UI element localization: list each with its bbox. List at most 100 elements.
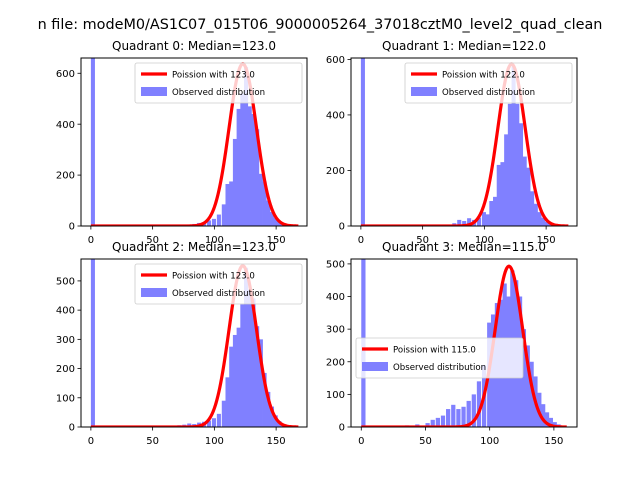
histogram-bar — [255, 129, 260, 226]
histogram-bar — [526, 167, 531, 226]
x-tick-label: 0 — [358, 436, 364, 447]
histogram-bar — [541, 404, 546, 427]
histogram-bar — [187, 423, 192, 427]
histogram-bar — [521, 329, 527, 427]
histogram-bar — [518, 123, 524, 226]
histogram-bar — [461, 406, 466, 427]
histogram-bar — [244, 66, 249, 226]
histogram-bar — [537, 212, 542, 226]
x-tick-label: 150 — [267, 436, 286, 447]
y-tick-label: 300 — [56, 335, 75, 346]
histogram-bar — [496, 164, 501, 226]
histogram-bar — [493, 196, 498, 226]
histogram-bar — [476, 381, 482, 427]
y-tick-label: 400 — [56, 120, 75, 131]
histogram-bar — [533, 203, 538, 226]
quadrant-panel-0: 0 50 100 150 0 200 400 600 Quadrant 0: Median=12… — [56, 39, 308, 246]
histogram-bar — [90, 58, 95, 226]
histogram-bar — [247, 106, 252, 226]
x-tick-label: 100 — [205, 436, 224, 447]
axes-frame — [350, 57, 578, 227]
histogram-bar — [430, 419, 435, 427]
y-tick-label: 600 — [56, 69, 75, 80]
histogram-bar — [446, 409, 451, 427]
quadrant-panel-3: 0 50 100 150 0 100 200 300 400 500 Quadrant 3: Med… — [326, 240, 578, 447]
y-tick-label: 200 — [326, 357, 345, 368]
x-tick-label: 100 — [480, 436, 499, 447]
histogram-bar — [456, 409, 461, 427]
legend-bar-swatch — [362, 362, 388, 371]
histogram-bar — [229, 181, 234, 226]
legend-label: Poission with 123.0 — [172, 71, 255, 81]
histogram-bar — [262, 372, 267, 427]
legend-label: Poission with 123.0 — [172, 272, 255, 282]
figure-suptitle: n file: modeM0/AS1C07_015T06_9000005264_… — [38, 17, 603, 33]
legend-label: Observed distribution — [172, 289, 265, 299]
histogram-bar — [515, 103, 520, 226]
legend-bar-swatch — [141, 87, 167, 96]
x-tick-label: 100 — [475, 235, 494, 246]
histogram-bar — [247, 289, 252, 427]
legend-label: Poission with 122.0 — [442, 71, 525, 81]
x-tick-label: 50 — [419, 436, 432, 447]
histogram-bar — [544, 221, 549, 226]
histogram-bar — [541, 217, 546, 226]
histogram-bar — [221, 204, 226, 226]
histogram-bar — [269, 406, 275, 427]
histogram-bar — [500, 162, 505, 226]
y-tick-label: 0 — [339, 222, 345, 233]
histogram-bar — [236, 108, 241, 226]
histogram-bar — [504, 134, 509, 226]
histogram-bar — [216, 214, 221, 226]
histogram-bar — [206, 220, 212, 226]
axes-frame — [350, 258, 578, 428]
histogram-bar — [466, 400, 471, 427]
histogram-bar — [507, 103, 512, 226]
histogram-bar — [525, 345, 530, 427]
histogram-bar — [255, 326, 260, 427]
legend-box — [134, 263, 303, 305]
histogram-bar — [476, 217, 482, 226]
histogram-bar — [457, 219, 462, 226]
legend: Poission with 115.0 Observed distribution — [355, 337, 524, 379]
histogram-bar — [273, 415, 278, 427]
x-tick-label: 50 — [146, 436, 159, 447]
histogram-bar — [262, 181, 267, 226]
histogram-bar — [216, 413, 221, 427]
histogram-bar — [221, 400, 226, 427]
y-tick-label: 600 — [326, 55, 345, 66]
histogram-bar — [251, 114, 256, 226]
x-tick-label: 50 — [416, 235, 429, 246]
histogram-bar — [258, 173, 263, 226]
histogram-bar — [269, 212, 275, 226]
histogram-bar — [266, 391, 271, 427]
histogram-bar — [211, 218, 216, 226]
quadrant-panel-2: 0 50 100 150 0 100 200 300 400 500 Quadrant 2: Med… — [56, 240, 308, 447]
histogram-bar — [440, 415, 446, 427]
histogram-bar — [273, 217, 278, 226]
histogram-bar — [251, 298, 256, 427]
histogram-bar — [485, 214, 490, 226]
histogram-bar — [471, 394, 476, 427]
histogram-bar — [548, 417, 553, 427]
y-tick-label: 100 — [56, 393, 75, 404]
y-tick-label: 300 — [326, 325, 345, 336]
legend-bar-swatch — [411, 87, 437, 96]
y-tick-label: 0 — [69, 222, 75, 233]
histogram-bar — [360, 58, 365, 226]
histogram-bar — [529, 361, 534, 427]
y-tick-label: 400 — [326, 111, 345, 122]
histogram-bar — [544, 412, 550, 427]
histogram-bar — [258, 339, 263, 427]
y-tick-label: 500 — [326, 259, 345, 270]
quadrant-title: Quadrant 2: Median=123.0 — [112, 240, 276, 254]
histogram-bar — [462, 221, 467, 226]
histogram-bar — [229, 346, 234, 427]
histogram-bar — [232, 138, 237, 226]
histogram-bar — [425, 423, 430, 427]
x-tick-label: 0 — [88, 235, 94, 246]
histogram-bar — [277, 221, 282, 226]
histogram-bar — [435, 417, 440, 427]
legend-box — [134, 62, 303, 104]
legend-box — [404, 62, 573, 104]
